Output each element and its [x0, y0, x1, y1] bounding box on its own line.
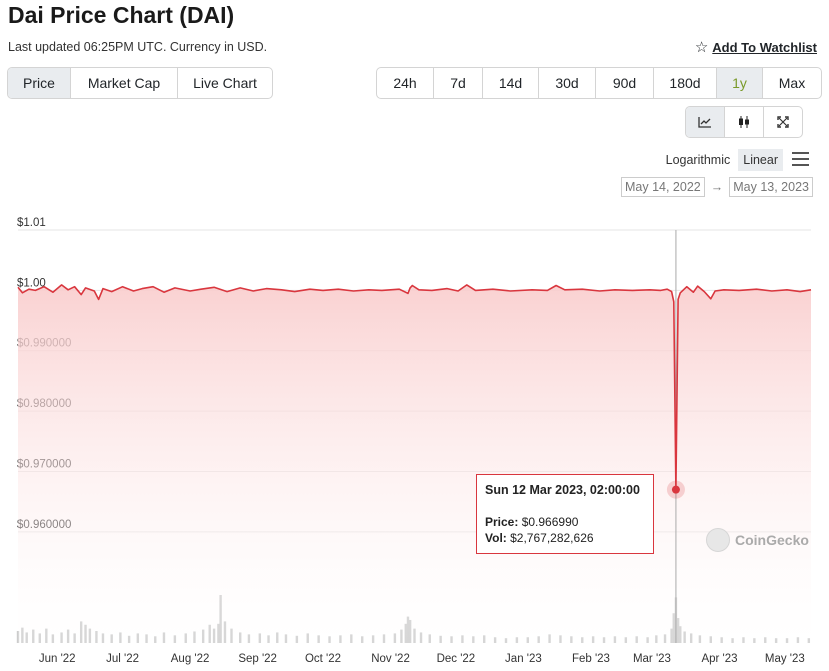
line-chart-button[interactable] [686, 107, 725, 137]
x-tick-label: Mar '23 [633, 653, 671, 665]
expand-button[interactable] [764, 107, 802, 137]
x-tick-label: Jun '22 [39, 653, 76, 665]
scale-toggle: Logarithmic Linear [666, 149, 783, 171]
tooltip-price-row: Price: $0.966990 [485, 514, 645, 530]
arrow-right-icon: → [710, 180, 724, 194]
y-tick-label: $1.01 [17, 217, 46, 229]
tooltip-date: Sun 12 Mar 2023, 02:00:00 [485, 483, 640, 497]
x-tick-label: Jan '23 [505, 653, 542, 665]
x-axis-ticks: Jun '22 Jul '22 Aug '22 Sep '22 Oct '22 Nov '… [39, 653, 805, 665]
star-icon: ☆ [694, 39, 709, 56]
range-24h[interactable]: 24h [377, 68, 434, 98]
x-tick-label: May '23 [765, 653, 805, 665]
x-tick-label: Nov '22 [371, 653, 410, 665]
date-to-input[interactable]: May 13, 2023 [729, 177, 813, 197]
date-from-input[interactable]: May 14, 2022 [621, 177, 705, 197]
range-14d[interactable]: 14d [483, 68, 539, 98]
tooltip-volume-row: Vol: $2,767,282,626 [485, 530, 645, 546]
x-tick-label: Feb '23 [572, 653, 610, 665]
candlestick-button[interactable] [725, 107, 764, 137]
highlight-point[interactable] [671, 485, 680, 494]
tab-price[interactable]: Price [8, 68, 71, 98]
range-max[interactable]: Max [778, 75, 806, 91]
tab-market-cap[interactable]: Market Cap [71, 68, 178, 98]
price-tooltip: Sun 12 Mar 2023, 02:00:00 Price: $0.9669… [476, 474, 654, 554]
price-line [17, 284, 812, 491]
expand-icon [777, 116, 789, 128]
range-7d[interactable]: 7d [434, 68, 483, 98]
tooltip-price-value: $0.966990 [521, 515, 579, 529]
range-180d[interactable]: 180d [654, 68, 717, 98]
x-tick-label: Dec '22 [437, 653, 476, 665]
watermark-text: CoinGecko [735, 532, 809, 548]
y-tick-label: $1.00 [17, 277, 46, 289]
x-tick-label: Jul '22 [106, 653, 139, 665]
tooltip-volume-label: Vol: [485, 531, 507, 545]
coingecko-logo-icon [706, 528, 730, 552]
watchlist-label: Add To Watchlist [712, 40, 817, 55]
x-tick-label: Oct '22 [305, 653, 341, 665]
add-to-watchlist-link[interactable]: ☆ Add To Watchlist [695, 40, 817, 55]
chart-type-tabs [685, 106, 803, 138]
last-updated-text: Last updated 06:25PM UTC. Currency in US… [8, 40, 268, 54]
linear-option[interactable]: Linear [738, 149, 783, 171]
line-chart-icon [698, 117, 711, 128]
candlestick-icon [739, 116, 749, 128]
range-1y[interactable]: 1y [717, 68, 763, 98]
page-title: Dai Price Chart (DAI) [8, 2, 235, 28]
tooltip-price-label: Price: [485, 515, 519, 529]
tooltip-volume-value: $2,767,282,626 [510, 531, 594, 545]
chart-metric-tabs: Price Market Cap Live Chart [7, 67, 273, 99]
hamburger-menu-icon[interactable] [792, 152, 809, 170]
date-range-picker: May 14, 2022 → May 13, 2023 [621, 177, 813, 197]
price-area [18, 284, 811, 643]
time-range-tabs: 24h 7d 14d 30d 90d 180d 1y Max [376, 67, 822, 99]
x-tick-label: Apr '23 [701, 653, 737, 665]
logarithmic-option[interactable]: Logarithmic [665, 153, 731, 167]
x-tick-label: Sep '22 [238, 653, 277, 665]
tab-live-chart[interactable]: Live Chart [193, 75, 257, 91]
coingecko-watermark: CoinGecko [706, 528, 809, 552]
range-90d[interactable]: 90d [596, 68, 654, 98]
x-tick-label: Aug '22 [171, 653, 210, 665]
range-30d[interactable]: 30d [539, 68, 596, 98]
